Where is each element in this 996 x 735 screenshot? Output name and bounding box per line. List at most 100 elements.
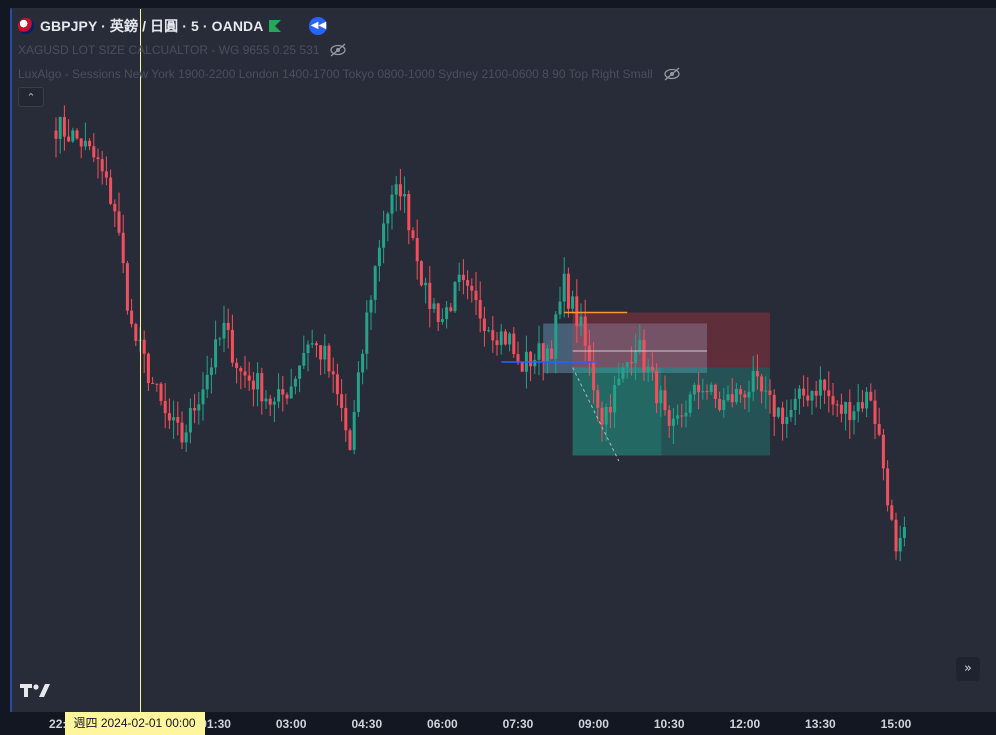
candle	[596, 384, 600, 422]
candle	[327, 343, 331, 378]
candle	[239, 366, 243, 390]
time-axis[interactable]: 22:3001:3003:0004:3006:0007:3009:0010:30…	[10, 712, 996, 735]
candle-body	[377, 247, 381, 267]
candle	[306, 340, 310, 372]
eye-off-icon[interactable]	[329, 43, 347, 57]
candle	[533, 353, 537, 375]
candle-body	[638, 339, 642, 351]
candle-body	[726, 394, 730, 401]
candle	[831, 382, 835, 416]
chevron-up-icon[interactable]: ⌃	[18, 87, 44, 107]
candle	[810, 390, 814, 415]
candle-body	[466, 280, 470, 286]
symbol-legend[interactable]: GBPJPY · 英鎊 / 日圓 · 5 · OANDA ◀◀	[18, 15, 328, 37]
candlestick-chart[interactable]	[12, 9, 996, 712]
candle-body	[541, 343, 545, 362]
candle	[642, 328, 646, 381]
candle	[62, 105, 66, 151]
candle-body	[806, 395, 810, 401]
candle	[293, 376, 297, 395]
candle-body	[167, 413, 171, 421]
candle-body	[537, 343, 541, 360]
candle	[461, 259, 465, 295]
candle	[319, 344, 323, 376]
candle-body	[592, 360, 596, 391]
candle	[508, 332, 512, 352]
candle-body	[856, 402, 860, 412]
candle-body	[650, 366, 654, 371]
candle	[277, 373, 281, 409]
candle	[487, 326, 491, 333]
candle-body	[802, 388, 806, 396]
candle	[860, 390, 864, 413]
candle	[566, 267, 570, 318]
candle-body	[235, 362, 239, 369]
candle-body	[625, 362, 629, 368]
candle-body	[83, 140, 87, 147]
indicator-legend-2[interactable]: LuxAlgo - Sessions New York 1900-2200 Lo…	[18, 65, 681, 83]
candle	[621, 362, 625, 383]
eye-off-icon[interactable]	[663, 67, 681, 81]
candle-body	[310, 343, 314, 345]
candle-body	[432, 303, 436, 309]
candle-body	[865, 391, 869, 409]
candle-body	[226, 322, 230, 330]
candle-body	[554, 314, 558, 359]
candle-body	[247, 375, 251, 381]
candle	[390, 184, 394, 230]
candle-body	[79, 138, 83, 147]
double-chevron-right-icon[interactable]: »	[956, 657, 980, 681]
candle-body	[751, 371, 755, 392]
candle-body	[201, 389, 205, 405]
rewind-icon[interactable]: ◀◀	[309, 17, 328, 35]
candle	[155, 383, 159, 392]
candle	[188, 398, 192, 444]
candle-body	[575, 296, 579, 327]
candle	[403, 176, 407, 213]
candle-body	[617, 378, 621, 386]
candle-body	[545, 348, 549, 362]
green-flag-icon[interactable]	[269, 20, 282, 32]
candle	[495, 331, 499, 356]
candle-body	[403, 194, 407, 197]
candle-body	[457, 274, 461, 283]
candle	[718, 391, 722, 412]
symbol-title[interactable]: GBPJPY · 英鎊 / 日圓 · 5 · OANDA	[40, 18, 264, 34]
candle-body	[848, 402, 852, 420]
candle	[365, 300, 369, 370]
candle-body	[747, 391, 751, 398]
candle-body	[243, 371, 247, 376]
short-position-stop-zone	[572, 312, 770, 368]
candle-body	[655, 370, 659, 404]
candle-body	[130, 310, 134, 325]
candle	[142, 330, 146, 374]
candle-body	[642, 339, 646, 372]
candle-body	[730, 394, 734, 403]
candle	[348, 428, 352, 451]
candle-body	[209, 367, 213, 375]
candle	[176, 401, 180, 436]
candle	[214, 320, 218, 375]
indicator-legend-1[interactable]: XAGUSD LOT SIZE CALCUALTOR - WG 9655 0.2…	[18, 41, 347, 59]
candle-body	[230, 329, 234, 363]
candle-body	[205, 374, 209, 390]
candle-body	[713, 384, 717, 399]
candle	[835, 400, 839, 417]
candle	[667, 405, 671, 438]
candle	[373, 265, 377, 314]
candle-body	[319, 345, 323, 360]
time-axis-tick-label: 03:00	[275, 717, 307, 731]
candle	[83, 122, 87, 151]
candle	[592, 342, 596, 404]
candle	[218, 336, 222, 346]
chart-pane[interactable]: GBPJPY · 英鎊 / 日圓 · 5 · OANDA ◀◀ XAGUSD L…	[10, 8, 996, 712]
candle-body	[495, 340, 499, 346]
candle	[331, 357, 335, 393]
candle	[226, 308, 230, 349]
tradingview-logo[interactable]	[20, 681, 52, 701]
candle-body	[361, 353, 365, 373]
candle-body	[289, 386, 293, 399]
candle-body	[634, 350, 638, 364]
candle	[256, 362, 260, 407]
